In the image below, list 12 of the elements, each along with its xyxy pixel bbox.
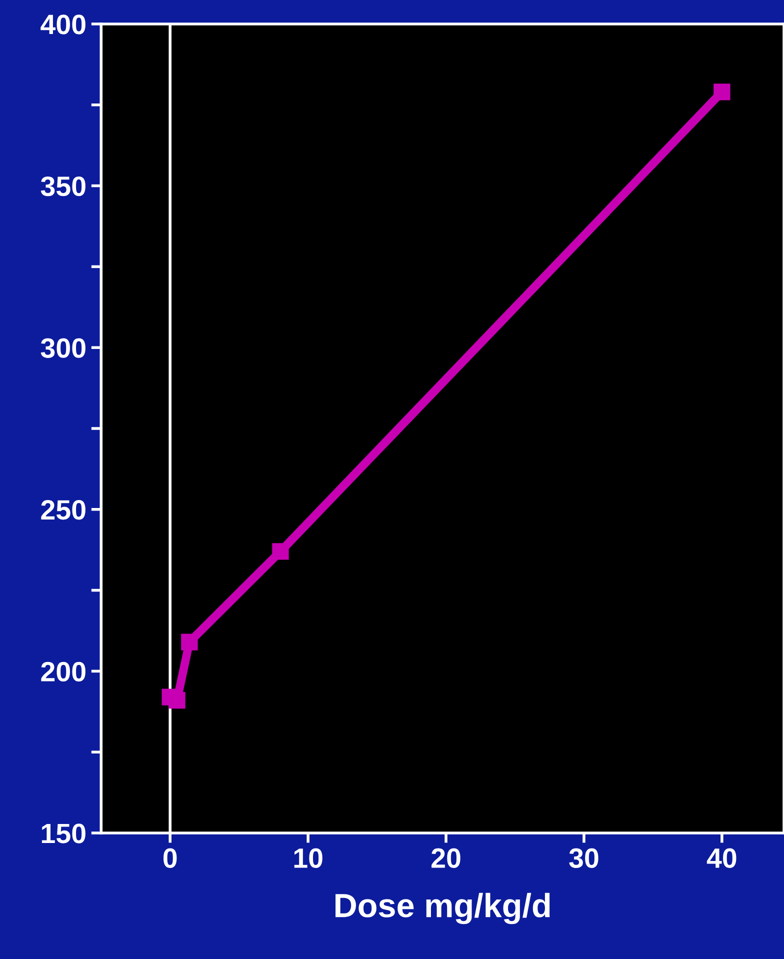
y-tick-label: 400 (40, 14, 86, 34)
x-tick-label: 0 (163, 848, 177, 868)
y-tick-label: 250 (41, 500, 86, 520)
y-tick-label: 200 (41, 662, 86, 682)
y-tick-label: 300 (40, 338, 86, 358)
x-tick-label: 20 (432, 848, 460, 868)
y-tick-label: 150 (42, 824, 86, 844)
y-tick-label: 350 (40, 176, 86, 196)
x-tick-label: 40 (706, 848, 736, 868)
x-tick-label: 30 (569, 848, 598, 868)
x-axis-title: Dose mg/kg/d (336, 892, 550, 924)
x-tick-label: 10 (294, 848, 322, 868)
